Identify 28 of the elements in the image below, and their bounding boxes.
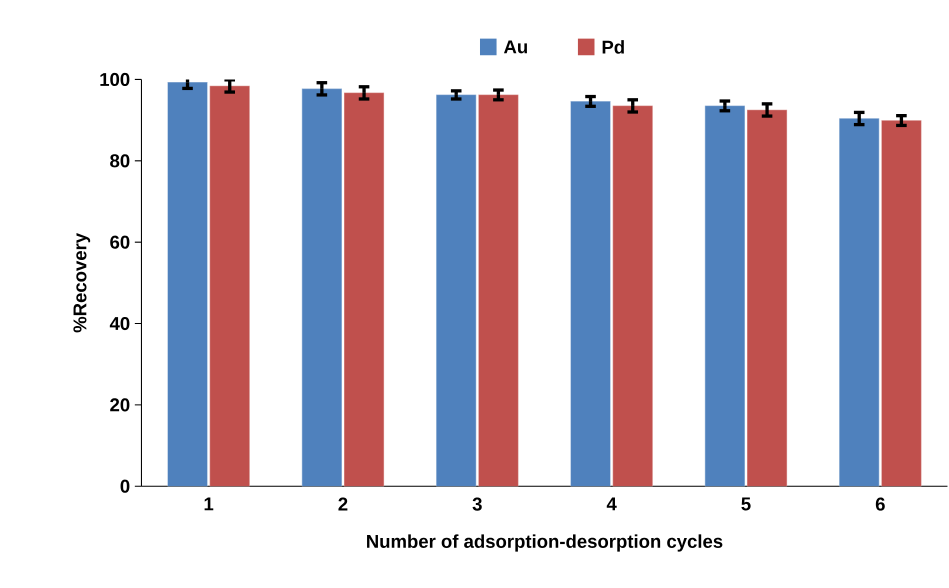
bar — [839, 118, 880, 486]
y-tick-label: 60 — [110, 236, 130, 249]
bar — [478, 94, 518, 486]
legend-label: Pd — [602, 40, 624, 54]
y-tick-label: 20 — [110, 398, 130, 412]
bar — [302, 88, 342, 486]
x-tick-label: 2 — [338, 498, 348, 511]
bar — [747, 110, 788, 486]
x-tick-label: 4 — [606, 498, 617, 511]
legend-label: Au — [504, 40, 527, 54]
bar — [344, 92, 384, 486]
bar — [704, 106, 745, 486]
x-tick-label: 6 — [876, 498, 885, 511]
x-axis-title: Number of adsorption-desorption cycles — [367, 534, 722, 552]
bar — [167, 82, 208, 486]
x-tick-label: 1 — [204, 498, 214, 511]
y-tick-label: 0 — [120, 480, 130, 494]
bar — [570, 101, 611, 486]
bar — [612, 106, 653, 486]
bar — [436, 94, 476, 486]
y-tick-label: 40 — [110, 317, 130, 330]
bar — [210, 86, 250, 486]
y-tick-label: 100 — [100, 73, 130, 86]
x-tick-label: 5 — [741, 498, 751, 511]
bar — [881, 120, 922, 486]
y-tick-label: 80 — [110, 154, 130, 168]
y-axis-title: %Recovery — [73, 233, 90, 333]
x-tick-label: 3 — [472, 498, 482, 511]
